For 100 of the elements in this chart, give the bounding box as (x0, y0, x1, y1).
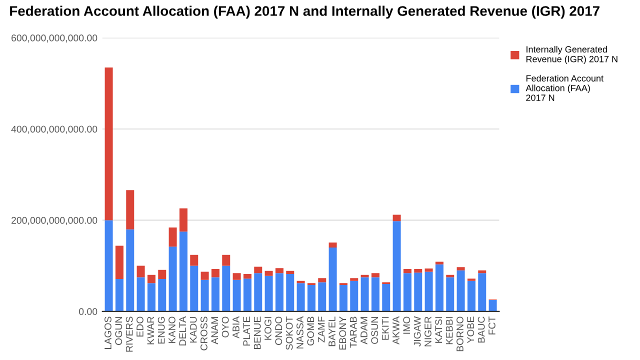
x-tick-label: OSUN (371, 317, 378, 344)
bar (435, 264, 444, 312)
bar (392, 221, 401, 312)
bar (222, 254, 230, 266)
x-tick-label: EKITI (382, 317, 389, 340)
bar (350, 280, 358, 312)
x-tick-label: LAGOS (104, 316, 112, 349)
bar (243, 274, 252, 279)
x-tick-label: ABIA (232, 316, 240, 338)
x-tick-label: KEBBI (446, 317, 453, 344)
bar (275, 273, 284, 312)
y-tick-label: 200,000,000,000.00 (12, 216, 98, 225)
bar (414, 268, 422, 273)
bar (478, 270, 486, 274)
x-tick-label: BORNO (456, 316, 464, 352)
x-tick-label: KATSI (435, 317, 442, 343)
bar (318, 278, 326, 282)
bar (307, 284, 316, 312)
bar (126, 190, 134, 230)
x-tick-label: OYO (222, 316, 229, 338)
bar (179, 232, 188, 312)
bar (168, 246, 177, 312)
bar (424, 272, 433, 312)
bar (456, 270, 465, 312)
x-tick-label: KADU (190, 317, 197, 342)
x-tick-label: ONDO (275, 316, 282, 345)
bar (360, 277, 369, 312)
bar (200, 280, 209, 312)
y-tick-label: 600,000,000,000.00 (12, 34, 98, 43)
chart-title: Federation Account Allocation (FAA) 2017 N and Internally Generated Revenue (IGR) 2017 (10, 6, 600, 19)
x-tick-label: AKWA (392, 316, 400, 345)
x-tick-label: KOGI (264, 317, 272, 340)
bar (243, 278, 252, 312)
x-tick-label: FCT (488, 316, 496, 334)
bar (328, 242, 337, 248)
bar (339, 284, 348, 312)
bar (136, 266, 145, 278)
x-tick-label: DELTA (179, 316, 186, 346)
x-tick-label: JIGAW (414, 316, 421, 347)
bar (382, 284, 390, 312)
bar (222, 266, 230, 312)
x-tick-label: EDO (136, 316, 144, 337)
bar (478, 273, 486, 312)
bar (371, 277, 380, 312)
x-tick-label: ENUG (158, 316, 165, 344)
bar (232, 280, 241, 312)
bar (328, 248, 337, 312)
x-tick-label: BAYEL (328, 316, 336, 346)
bar (403, 268, 412, 274)
x-tick-label: ZAMF (318, 316, 325, 342)
bar (147, 274, 156, 284)
bar (446, 277, 454, 312)
bar (158, 279, 166, 312)
bar (392, 214, 401, 222)
bar (403, 273, 412, 312)
bar (104, 67, 113, 220)
bar (488, 300, 497, 312)
bar (414, 272, 422, 312)
bar (147, 283, 156, 312)
bar (126, 229, 134, 312)
legend-label: Federation Account Allocation (FAA) 2017 N (526, 74, 604, 101)
bar (168, 227, 177, 247)
bar (115, 246, 124, 280)
x-tick-label: ADAM (360, 317, 368, 344)
bar (104, 220, 113, 312)
x-tick-label: OGUN (115, 317, 122, 345)
x-tick-label: EBONY (339, 316, 346, 350)
bar (232, 273, 241, 280)
y-tick-label: 400,000,000,000.00 (11, 126, 98, 134)
legend-label: Internally Generated Revenue (IGR) 2017 N (526, 46, 618, 64)
bar (254, 273, 262, 312)
bar (275, 268, 284, 274)
bar (190, 254, 198, 266)
x-tick-label: BAUC (478, 316, 485, 342)
x-tick-label: YOBE (467, 316, 474, 344)
bar (200, 272, 209, 280)
x-tick-label: PLATE (243, 316, 250, 346)
bar (179, 208, 188, 232)
y-tick-label: 0.00 (79, 308, 98, 316)
x-tick-label: ANAM (211, 317, 218, 344)
bar (115, 279, 124, 312)
x-tick-label: IMO (403, 316, 410, 334)
bar (211, 277, 220, 312)
bar (456, 267, 465, 270)
bar (211, 268, 220, 278)
x-tick-label: BENUE (254, 316, 261, 349)
bar (296, 283, 305, 312)
x-tick-label: KWAR (147, 316, 154, 344)
bar (158, 270, 166, 280)
bar (424, 268, 433, 272)
bar (264, 276, 273, 312)
x-tick-label: NIGER (424, 316, 432, 346)
bar (286, 270, 294, 274)
x-tick-label: KANO (168, 316, 176, 344)
bar (435, 262, 444, 264)
x-tick-label: NASSA (296, 316, 304, 348)
x-tick-label: SOKOT (286, 316, 293, 350)
x-tick-label: CROSS (200, 316, 208, 350)
bar (254, 266, 262, 274)
bar (286, 274, 294, 312)
